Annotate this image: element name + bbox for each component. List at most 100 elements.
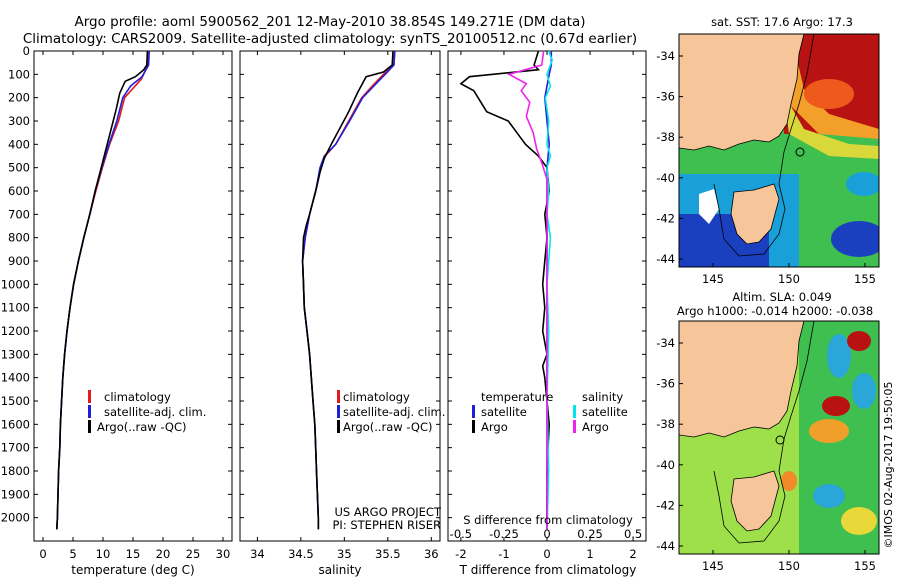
map-y-tick-label: -42 [656,498,675,512]
sst-tasmania [730,183,780,245]
sla-depth-contour [713,321,815,544]
map-y-tick-label: -38 [656,130,675,144]
map-y-tick-label: -42 [656,211,675,225]
temperature-panel: 0100200300400500600700800900100011001200… [1,44,233,577]
sla-blue-eddy-2 [852,373,876,409]
legend-label-satellite-adj: satellite-adj. clim. [343,405,445,419]
sla-blue-eddy-3 [813,484,845,508]
map-x-tick-label: 155 [854,272,876,286]
t-difference-xlabel: T difference from climatology [459,563,637,577]
salinity-x-axis: 34 34.5 35 35.5 36 [250,51,439,561]
x-tick-label: 0 [39,547,46,561]
x-tick-label: 30 [216,547,231,561]
sla-tasmania [730,470,780,532]
sla-map-image [679,321,879,554]
temperature-axes-frame [33,50,233,542]
argo-location-marker [795,147,805,157]
y-tick-label: 1100 [1,301,30,315]
y-tick-label: 200 [8,91,30,105]
series-s-argo [507,50,548,530]
y-tick-label: 1700 [1,441,30,455]
map-y-tick-label: -36 [656,90,675,104]
legend-swatch-t-satellite [472,405,475,418]
salinity-series [301,50,396,530]
s-tick-label: 0.25 [577,527,603,541]
sst-mainland [679,34,805,151]
y-tick-label: 1900 [1,487,30,501]
legend-swatch-satellite-adj [337,405,340,418]
salinity-depth-ticks [240,50,440,519]
map-x-tick-label: 145 [702,272,724,286]
t-tick-label: -2 [455,547,466,561]
imos-timestamp: ©IMOS 02-Aug-2017 19:50:05 [882,382,895,549]
map-y-tick-label: -40 [656,458,675,472]
salinity-axes-frame [239,50,441,542]
map-x-tick-label: 145 [702,559,724,573]
sst-map-frame [678,33,880,268]
legend-swatch-argo [88,420,91,433]
sla-yellow-patch [841,507,877,535]
legend-label-climatology: climatology [104,390,171,404]
t-tick-label: 2 [629,547,636,561]
sst-missing-data [699,189,719,224]
legend-label-s-argo: Argo [582,420,609,434]
sst-map-title: sat. SST: 17.6 Argo: 17.3 [711,15,853,29]
y-tick-label: 0 [23,44,30,58]
t-tick-label: 1 [586,547,593,561]
temperature-x-axis: 0 5 10 15 20 25 30 [39,51,230,561]
x-tick-label: 36 [424,547,439,561]
sla-map: Altim. SLA: 0.049 Argo h1000: -0.014 h20… [656,290,880,573]
header-line2: Climatology: CARS2009. Satellite-adjuste… [23,31,637,47]
temperature-series [56,50,150,530]
series-argo-raw-qc- [301,50,394,530]
y-tick-label: 900 [8,254,30,268]
legend-label-climatology: climatology [343,390,410,404]
legend-swatch-climatology [88,390,91,403]
y-tick-label: 1600 [1,417,30,431]
s-tick-label: -0.25 [489,527,519,541]
legend-swatch-t-argo [472,420,475,433]
sst-warm-eddy [804,79,854,109]
legend-swatch-argo [337,420,340,433]
legend-label-s-satellite: satellite [582,405,628,419]
y-tick-label: 1000 [1,277,30,291]
y-tick-label: 1300 [1,347,30,361]
y-tick-label: 800 [8,231,30,245]
sla-red-eddy-1 [847,331,871,351]
legend-label-t-satellite: satellite [481,405,527,419]
difference-x-axes: -2 -1 0 1 2 -0.5 -0.25 0 0.25 0.5 [450,51,642,561]
y-tick-label: 1200 [1,324,30,338]
depth-axis: 0 100 200 300 400 500 600 700 800 900 1000 1100 1200… [1,44,232,525]
sla-blue-eddy-1 [827,334,851,378]
legend-title-temperature: temperature [481,390,553,404]
difference-depth-ticks [448,50,646,519]
x-tick-label: 10 [96,547,111,561]
map-y-tick-label: -34 [656,336,675,350]
map-y-tick-label: -40 [656,171,675,185]
header-line1: Argo profile: aoml 5900562_201 12-May-20… [74,14,585,30]
s-tick-label: -0.5 [450,527,472,541]
salinity-legend: climatology satellite-adj. clim. Argo(..… [337,390,445,434]
y-tick-label: 1500 [1,394,30,408]
map-x-tick-label: 150 [778,272,800,286]
sst-cool-eddy-south [831,221,879,257]
legend-title-salinity: salinity [582,390,623,404]
project-annotation-line1: US ARGO PROJECT [334,505,442,519]
project-annotation-line2: PI: STEPHEN RISER [333,518,442,532]
legend-swatch-satellite-adj [88,405,91,418]
s-tick-label: 0 [543,527,550,541]
salinity-xlabel: salinity [318,563,361,577]
series-argo-raw-qc- [56,50,149,530]
y-tick-label: 600 [8,184,30,198]
map-y-tick-label: -36 [656,377,675,391]
sst-map-axes: 145 150 155 -34 -36 -38 -40 -42 -44 [656,49,876,286]
temperature-legend: climatology satellite-adj. clim. Argo(..… [88,390,206,434]
sla-map-title-line1: Altim. SLA: 0.049 [732,290,831,304]
sla-orange-ring [809,419,849,443]
sla-map-axes: 145 150 155 -34 -36 -38 -40 -42 -44 [656,336,876,573]
y-tick-label: 700 [8,207,30,221]
difference-series [459,50,554,530]
x-tick-label: 34 [250,547,265,561]
y-tick-label: 400 [8,137,30,151]
